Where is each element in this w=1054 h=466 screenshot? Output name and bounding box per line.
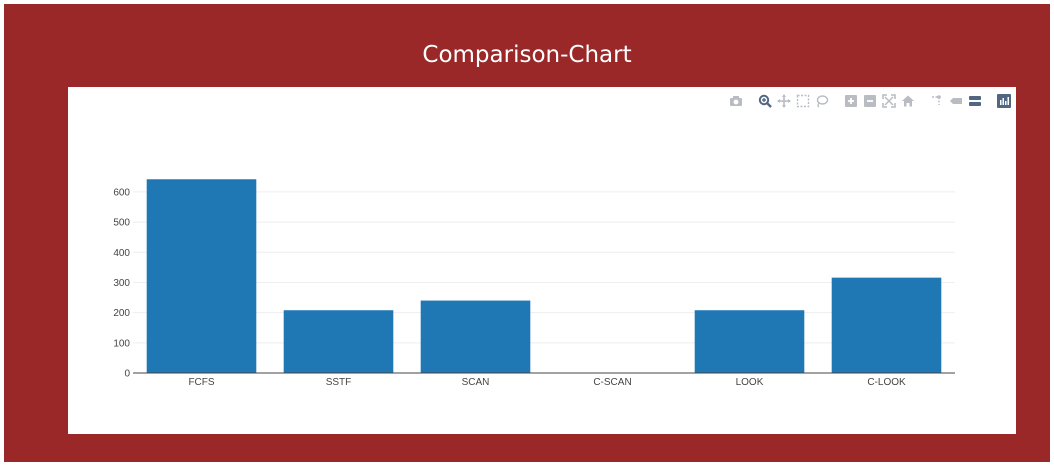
camera-icon[interactable] xyxy=(728,93,744,109)
plot-panel[interactable]: 0 100 200 300 400 500 600 FCFS SSTF SCAN C-SCAN LOO… xyxy=(68,87,1016,434)
spike-lines-icon[interactable] xyxy=(929,93,945,109)
x-tick-label: SSTF xyxy=(326,377,352,388)
y-tick-label: 200 xyxy=(113,308,130,319)
y-tick-label: 300 xyxy=(113,278,130,289)
zoom-out-icon[interactable] xyxy=(862,93,878,109)
hover-compare-icon[interactable] xyxy=(967,93,983,109)
x-tick-label: SCAN xyxy=(462,377,490,388)
x-tick-label: C-SCAN xyxy=(593,377,631,388)
home-icon[interactable] xyxy=(900,93,916,109)
x-tick-label: LOOK xyxy=(736,377,764,388)
box-select-icon[interactable] xyxy=(795,93,811,109)
hover-closest-icon[interactable] xyxy=(948,93,964,109)
x-tick-label: C-LOOK xyxy=(867,377,906,388)
bar-sstf[interactable] xyxy=(283,310,394,373)
chart-title: Comparison-Chart xyxy=(422,42,632,68)
zoom-in-icon[interactable] xyxy=(843,93,859,109)
plotly-logo-icon[interactable] xyxy=(996,93,1012,109)
bar-scan[interactable] xyxy=(420,300,531,373)
pan-icon[interactable] xyxy=(776,93,792,109)
y-tick-label: 100 xyxy=(113,338,130,349)
y-tick-label: 400 xyxy=(113,248,130,259)
chart-container: Comparison-Chart 0 100 200 300 400 500 600 FCFS… xyxy=(4,4,1050,462)
y-tick-label: 500 xyxy=(113,218,130,229)
bar-chart[interactable]: 0 100 200 300 400 500 600 FCFS SSTF SCAN C-SCAN LOO… xyxy=(68,87,1016,434)
lasso-select-icon[interactable] xyxy=(814,93,830,109)
modebar-toolbar xyxy=(728,93,1012,109)
autoscale-icon[interactable] xyxy=(881,93,897,109)
zoom-icon[interactable] xyxy=(757,93,773,109)
bar-look[interactable] xyxy=(694,310,805,373)
bar-c-look[interactable] xyxy=(831,277,942,373)
y-tick-label: 0 xyxy=(124,369,130,380)
y-tick-label: 600 xyxy=(113,187,130,198)
bar-fcfs[interactable] xyxy=(146,179,257,373)
x-tick-label: FCFS xyxy=(188,377,214,388)
